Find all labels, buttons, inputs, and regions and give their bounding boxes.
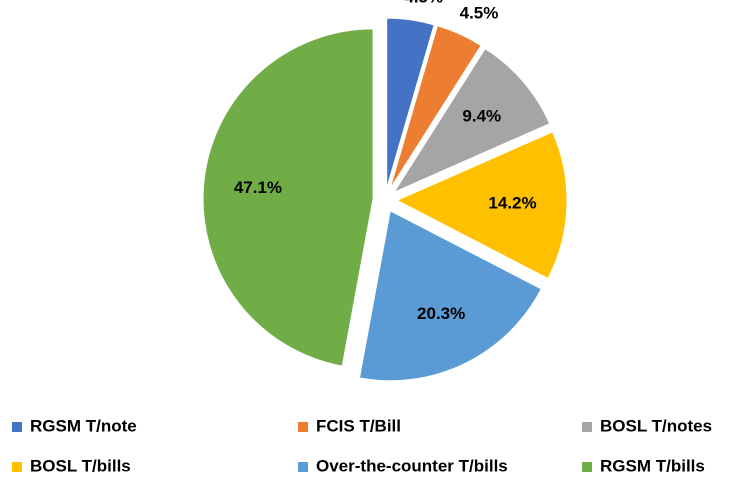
data-label: 9.4% [462, 106, 501, 125]
legend-label: BOSL T/notes [600, 416, 712, 435]
legend-label: BOSL T/bills [30, 456, 131, 475]
pie-slice [202, 28, 374, 367]
data-label: 4.5% [460, 3, 499, 22]
legend-label: RGSM T/note [30, 416, 137, 435]
pie-slice [395, 131, 568, 280]
pie-slice [386, 17, 435, 189]
pie-slice [358, 210, 542, 382]
data-label: 4.5% [404, 0, 443, 6]
data-label: 20.3% [417, 304, 465, 323]
legend-swatch [582, 422, 592, 432]
legend-label: FCIS T/Bill [316, 416, 401, 435]
legend-swatch [12, 462, 22, 472]
legend-swatch [298, 422, 308, 432]
legend-swatch [582, 462, 592, 472]
pie-slice [389, 25, 482, 190]
legend-swatch [12, 422, 22, 432]
pie-slice [392, 47, 551, 194]
legend-swatch [298, 462, 308, 472]
data-label: 14.2% [488, 193, 536, 212]
data-label: 47.1% [234, 178, 282, 197]
legend-label: RGSM T/bills [600, 456, 705, 475]
legend-label: Over-the-counter T/bills [316, 456, 508, 475]
